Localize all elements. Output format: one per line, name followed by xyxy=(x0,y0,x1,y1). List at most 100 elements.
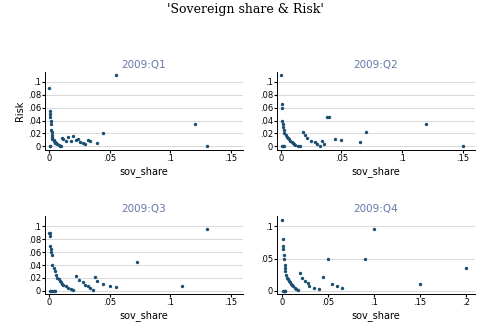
Point xyxy=(51,140,59,145)
Point xyxy=(416,282,424,287)
Point xyxy=(64,134,72,139)
Point xyxy=(281,265,289,271)
Point xyxy=(191,121,198,126)
Point xyxy=(338,286,345,291)
Point xyxy=(280,253,288,258)
Point xyxy=(278,118,286,123)
Point xyxy=(286,280,294,285)
Point xyxy=(284,135,292,141)
Point xyxy=(293,286,300,292)
Point xyxy=(294,143,302,149)
Point xyxy=(51,139,59,144)
Point xyxy=(51,288,59,294)
Point xyxy=(106,283,114,288)
Point xyxy=(311,139,319,144)
Point xyxy=(279,144,287,149)
Point xyxy=(362,129,369,135)
Point xyxy=(46,288,54,294)
Point xyxy=(288,139,295,144)
Point xyxy=(315,286,322,292)
Point xyxy=(282,132,290,137)
Point xyxy=(279,243,287,248)
Point xyxy=(52,272,60,278)
Point xyxy=(46,243,54,248)
Point xyxy=(48,246,55,252)
Point xyxy=(319,274,327,279)
Point xyxy=(50,265,58,271)
Point xyxy=(305,283,313,288)
X-axis label: sov_share: sov_share xyxy=(352,310,400,321)
Point xyxy=(59,137,67,142)
Point xyxy=(79,280,87,285)
Point xyxy=(67,138,74,144)
Point xyxy=(278,102,286,107)
Point xyxy=(51,269,59,274)
Point xyxy=(49,134,56,139)
Point xyxy=(292,142,299,148)
Point xyxy=(67,286,74,292)
Point xyxy=(86,286,94,291)
Point xyxy=(283,275,291,281)
Point xyxy=(328,282,336,287)
Point xyxy=(46,144,54,149)
Point xyxy=(58,135,66,141)
Point xyxy=(203,227,211,232)
Point xyxy=(290,142,298,147)
Point xyxy=(50,288,58,294)
Point xyxy=(296,144,304,149)
Point xyxy=(284,277,292,282)
Point xyxy=(49,288,56,294)
Point xyxy=(56,279,64,284)
Point xyxy=(49,129,56,135)
Point xyxy=(280,288,288,294)
Point xyxy=(283,134,291,139)
Y-axis label: Risk: Risk xyxy=(15,100,25,121)
Point xyxy=(277,73,285,78)
Point xyxy=(112,284,120,290)
Point xyxy=(91,274,99,279)
X-axis label: sov_share: sov_share xyxy=(120,310,169,321)
Point xyxy=(281,269,289,274)
Point xyxy=(57,280,65,285)
Point xyxy=(84,284,92,289)
Point xyxy=(296,270,304,276)
Point xyxy=(48,118,55,123)
Point xyxy=(462,265,470,271)
Point xyxy=(279,246,287,252)
Point xyxy=(81,282,89,288)
X-axis label: sov_share: sov_share xyxy=(352,166,400,176)
Point xyxy=(46,230,53,235)
Point xyxy=(69,287,77,292)
Point xyxy=(57,144,65,149)
Point xyxy=(99,130,107,135)
Point xyxy=(285,279,293,284)
Point xyxy=(422,121,430,126)
Point xyxy=(307,138,315,143)
Point xyxy=(178,283,186,288)
Point xyxy=(278,105,286,110)
Point xyxy=(281,288,289,294)
Point xyxy=(310,285,318,290)
Point xyxy=(62,284,70,289)
Point xyxy=(331,137,339,142)
Point xyxy=(94,140,101,146)
Text: 'Sovereign share & Risk': 'Sovereign share & Risk' xyxy=(167,3,323,16)
Point xyxy=(282,272,290,278)
Point xyxy=(287,281,295,287)
Point xyxy=(325,115,333,120)
Point xyxy=(333,283,341,288)
Point xyxy=(69,133,77,139)
Point xyxy=(301,279,309,284)
Point xyxy=(58,281,66,287)
Point xyxy=(291,285,298,290)
Point xyxy=(84,137,92,143)
Point xyxy=(72,273,79,279)
Point xyxy=(356,139,364,144)
Point xyxy=(72,137,79,143)
X-axis label: sov_share: sov_share xyxy=(120,166,169,176)
Point xyxy=(323,115,331,120)
Point xyxy=(54,142,62,148)
Point xyxy=(89,288,97,293)
Point xyxy=(49,132,56,137)
Point xyxy=(81,142,89,147)
